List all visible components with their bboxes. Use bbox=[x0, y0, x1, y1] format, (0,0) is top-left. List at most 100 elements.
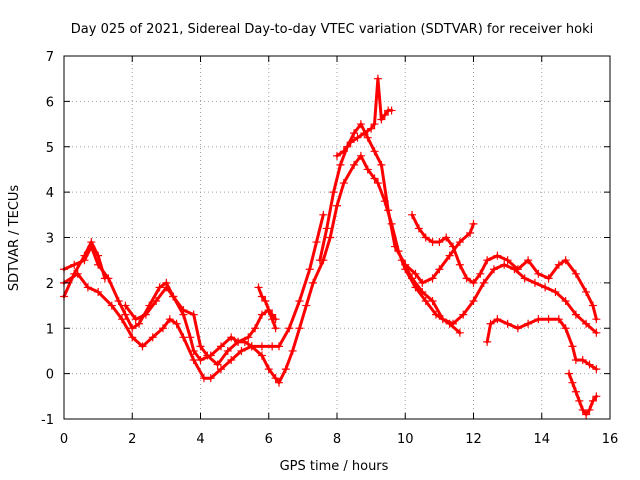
data-point-marker bbox=[216, 342, 225, 351]
data-point-marker bbox=[247, 342, 256, 351]
data-point-marker bbox=[411, 269, 420, 278]
data-point-marker bbox=[568, 378, 577, 387]
data-point-marker bbox=[152, 297, 161, 306]
data-point-marker bbox=[544, 274, 553, 283]
data-point-marker bbox=[312, 238, 321, 247]
data-point-marker bbox=[343, 142, 352, 151]
series-trace-2 bbox=[60, 210, 328, 365]
y-tick-label: 5 bbox=[46, 141, 54, 156]
data-point-marker bbox=[196, 356, 205, 365]
data-point-marker bbox=[541, 283, 550, 292]
series-line bbox=[123, 285, 278, 367]
data-point-marker bbox=[326, 233, 335, 242]
data-point-marker bbox=[165, 315, 174, 324]
data-point-marker bbox=[571, 356, 580, 365]
data-point-marker bbox=[189, 310, 198, 319]
data-point-marker bbox=[503, 256, 512, 265]
data-point-marker bbox=[189, 356, 198, 365]
series-line bbox=[335, 77, 394, 158]
data-point-marker bbox=[244, 333, 253, 342]
data-point-marker bbox=[578, 356, 587, 365]
data-point-marker bbox=[391, 242, 400, 251]
data-point-marker bbox=[336, 160, 345, 169]
data-point-marker bbox=[94, 260, 103, 269]
data-point-marker bbox=[73, 269, 82, 278]
data-point-marker bbox=[271, 374, 280, 383]
y-tick-label: 7 bbox=[46, 50, 54, 65]
data-point-marker bbox=[315, 256, 324, 265]
series-trace-8 bbox=[408, 210, 601, 324]
data-point-marker bbox=[582, 287, 591, 296]
data-point-marker bbox=[592, 392, 601, 401]
data-point-marker bbox=[227, 356, 236, 365]
data-point-marker bbox=[588, 301, 597, 310]
x-tick-label: 12 bbox=[465, 432, 482, 447]
data-point-marker bbox=[261, 297, 270, 306]
data-point-marker bbox=[199, 374, 208, 383]
data-point-marker bbox=[421, 297, 430, 306]
data-point-marker bbox=[329, 188, 338, 197]
series-trace-3 bbox=[60, 151, 464, 387]
data-point-marker bbox=[469, 297, 478, 306]
series-trace-5 bbox=[254, 283, 280, 324]
data-point-marker bbox=[534, 269, 543, 278]
data-point-marker bbox=[510, 265, 519, 274]
data-point-marker bbox=[373, 179, 382, 188]
data-point-marker bbox=[377, 160, 386, 169]
y-tick-label: 0 bbox=[46, 368, 54, 383]
series-line bbox=[318, 122, 475, 285]
data-point-marker bbox=[131, 315, 140, 324]
data-point-marker bbox=[213, 360, 222, 369]
data-point-marker bbox=[271, 315, 280, 324]
data-point-marker bbox=[118, 315, 127, 324]
data-point-marker bbox=[216, 365, 225, 374]
data-point-marker bbox=[408, 210, 417, 219]
data-point-marker bbox=[121, 310, 130, 319]
series-group bbox=[60, 74, 601, 419]
data-point-marker bbox=[592, 315, 601, 324]
data-point-marker bbox=[237, 346, 246, 355]
data-point-marker bbox=[121, 301, 130, 310]
data-point-marker bbox=[520, 274, 529, 283]
data-point-marker bbox=[489, 265, 498, 274]
data-point-marker bbox=[333, 201, 341, 210]
data-point-marker bbox=[264, 306, 273, 315]
data-point-marker bbox=[179, 306, 188, 315]
data-point-marker bbox=[554, 315, 563, 324]
data-point-marker bbox=[462, 274, 471, 283]
data-point-marker bbox=[268, 342, 277, 351]
data-point-marker bbox=[223, 346, 232, 355]
data-point-marker bbox=[141, 310, 150, 319]
data-point-marker bbox=[305, 265, 314, 274]
data-point-marker bbox=[274, 342, 283, 351]
data-point-marker bbox=[455, 238, 464, 247]
data-point-marker bbox=[377, 115, 386, 124]
data-point-marker bbox=[162, 283, 171, 292]
data-point-marker bbox=[128, 324, 137, 333]
chart-title: Day 025 of 2021, Sidereal Day-to-day VTE… bbox=[71, 22, 593, 37]
data-point-marker bbox=[530, 278, 539, 287]
data-point-marker bbox=[387, 106, 396, 115]
data-point-marker bbox=[486, 319, 495, 328]
x-tick-label: 16 bbox=[602, 432, 619, 447]
data-point-marker bbox=[186, 333, 195, 342]
data-point-marker bbox=[513, 324, 522, 333]
data-point-marker bbox=[534, 315, 543, 324]
data-point-marker bbox=[353, 133, 362, 142]
y-tick-label: 2 bbox=[46, 277, 54, 292]
data-point-marker bbox=[582, 319, 591, 328]
data-point-marker bbox=[524, 256, 533, 265]
series-line bbox=[400, 258, 598, 335]
data-point-marker bbox=[70, 260, 79, 269]
data-point-marker bbox=[571, 387, 580, 396]
data-point-marker bbox=[476, 269, 485, 278]
data-point-marker bbox=[561, 297, 570, 306]
data-point-marker bbox=[435, 238, 444, 247]
series-trace-10 bbox=[483, 315, 601, 374]
data-point-marker bbox=[179, 333, 188, 342]
data-point-marker bbox=[449, 242, 458, 251]
x-tick-label: 2 bbox=[128, 432, 136, 447]
data-point-marker bbox=[83, 283, 92, 292]
data-point-marker bbox=[373, 74, 382, 83]
data-point-marker bbox=[257, 351, 266, 360]
